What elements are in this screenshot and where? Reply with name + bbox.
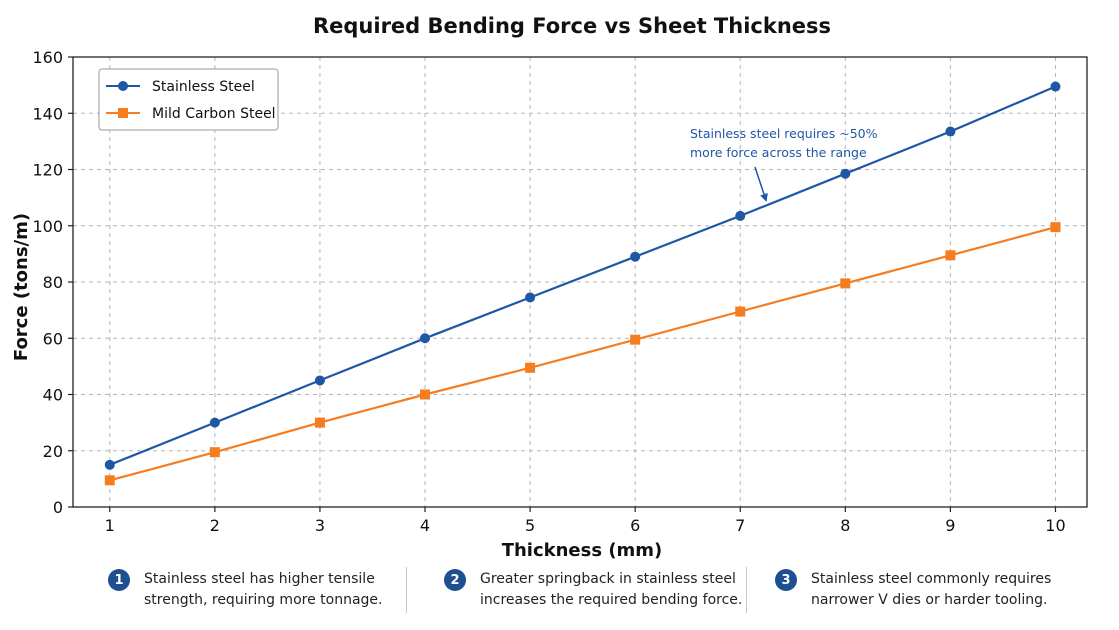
note-3-text: Stainless steel commonly requires narrow… [811, 571, 1052, 608]
data-point-stainless [840, 168, 851, 179]
data-point-carbon [525, 362, 536, 373]
legend-box [98, 68, 279, 131]
data-point-carbon [104, 475, 115, 486]
y-tick-label: 140 [32, 104, 63, 123]
x-axis-label: Thickness (mm) [502, 540, 663, 560]
y-tick-label: 100 [32, 217, 63, 236]
annotation-line-2: more force across the range [690, 145, 867, 160]
note-2: 2 Greater springback in stainless steel … [444, 562, 742, 622]
data-point-carbon [1050, 222, 1061, 233]
x-tick-label: 6 [630, 516, 640, 535]
note-3-badge: 3 [775, 569, 797, 591]
note-divider-2 [746, 567, 747, 613]
data-point-stainless [945, 126, 956, 137]
y-tick-label: 60 [43, 329, 63, 348]
data-point-stainless [525, 292, 536, 303]
y-axis-label: Force (tons/m) [11, 213, 32, 361]
y-tick-label: 80 [43, 273, 63, 292]
note-1-text: Stainless steel has higher tensile stren… [144, 571, 383, 608]
legend: Stainless Steel Mild Carbon Steel [98, 68, 279, 131]
x-tick-label: 4 [420, 516, 430, 535]
note-3: 3 Stainless steel commonly requires narr… [775, 562, 1051, 622]
x-tick-label: 2 [210, 516, 220, 535]
note-1-badge: 1 [108, 569, 130, 591]
data-point-stainless [1050, 81, 1061, 92]
data-point-carbon [630, 334, 641, 345]
data-point-stainless [420, 333, 431, 344]
chart-title: Required Bending Force vs Sheet Thicknes… [313, 14, 831, 38]
annotation: Stainless steel requires ~50% more force… [690, 126, 878, 202]
data-point-carbon [314, 417, 325, 428]
x-tick-label: 5 [525, 516, 535, 535]
chart: Required Bending Force vs Sheet Thicknes… [11, 14, 1088, 560]
series-line-carbon [109, 226, 1056, 482]
data-point-carbon [735, 306, 746, 317]
ticks: 0 20 40 60 80 100 120 140 160 1 2 3 4 5 6 7 8 9 10 [32, 48, 1065, 535]
x-tick-label: 9 [945, 516, 955, 535]
legend-label-stainless: Stainless Steel [152, 79, 255, 95]
series [104, 81, 1061, 486]
data-point-stainless [104, 459, 115, 470]
data-point-carbon [420, 389, 431, 400]
note-2-badge: 2 [444, 569, 466, 591]
data-point-carbon [840, 278, 851, 289]
y-tick-label: 160 [32, 48, 63, 67]
notes-footer: 1 Stainless steel has higher tensile str… [0, 562, 1119, 622]
legend-marker-carbon [118, 108, 128, 118]
legend-label-carbon: Mild Carbon Steel [152, 106, 276, 122]
x-tick-label: 8 [840, 516, 850, 535]
y-tick-label: 120 [32, 161, 63, 180]
data-point-carbon [209, 447, 220, 458]
x-tick-label: 3 [315, 516, 325, 535]
series-line-stainless [109, 85, 1056, 466]
y-tick-label: 0 [53, 498, 63, 517]
x-tick-label: 1 [105, 516, 115, 535]
note-1: 1 Stainless steel has higher tensile str… [108, 562, 382, 622]
y-tick-label: 20 [43, 442, 63, 461]
data-point-stainless [630, 251, 641, 262]
annotation-arrow [754, 166, 765, 195]
legend-marker-stainless [118, 81, 128, 91]
note-2-text: Greater springback in stainless steel in… [480, 571, 743, 608]
annotation-arrowhead [760, 192, 768, 202]
annotation-line-1: Stainless steel requires ~50% [690, 126, 878, 141]
y-tick-label: 40 [43, 386, 63, 405]
x-tick-label: 7 [735, 516, 745, 535]
data-point-carbon [945, 250, 956, 261]
data-point-stainless [209, 417, 220, 428]
x-tick-label: 10 [1045, 516, 1065, 535]
data-point-stainless [735, 210, 746, 221]
data-point-stainless [314, 375, 325, 386]
note-divider-1 [406, 567, 407, 613]
